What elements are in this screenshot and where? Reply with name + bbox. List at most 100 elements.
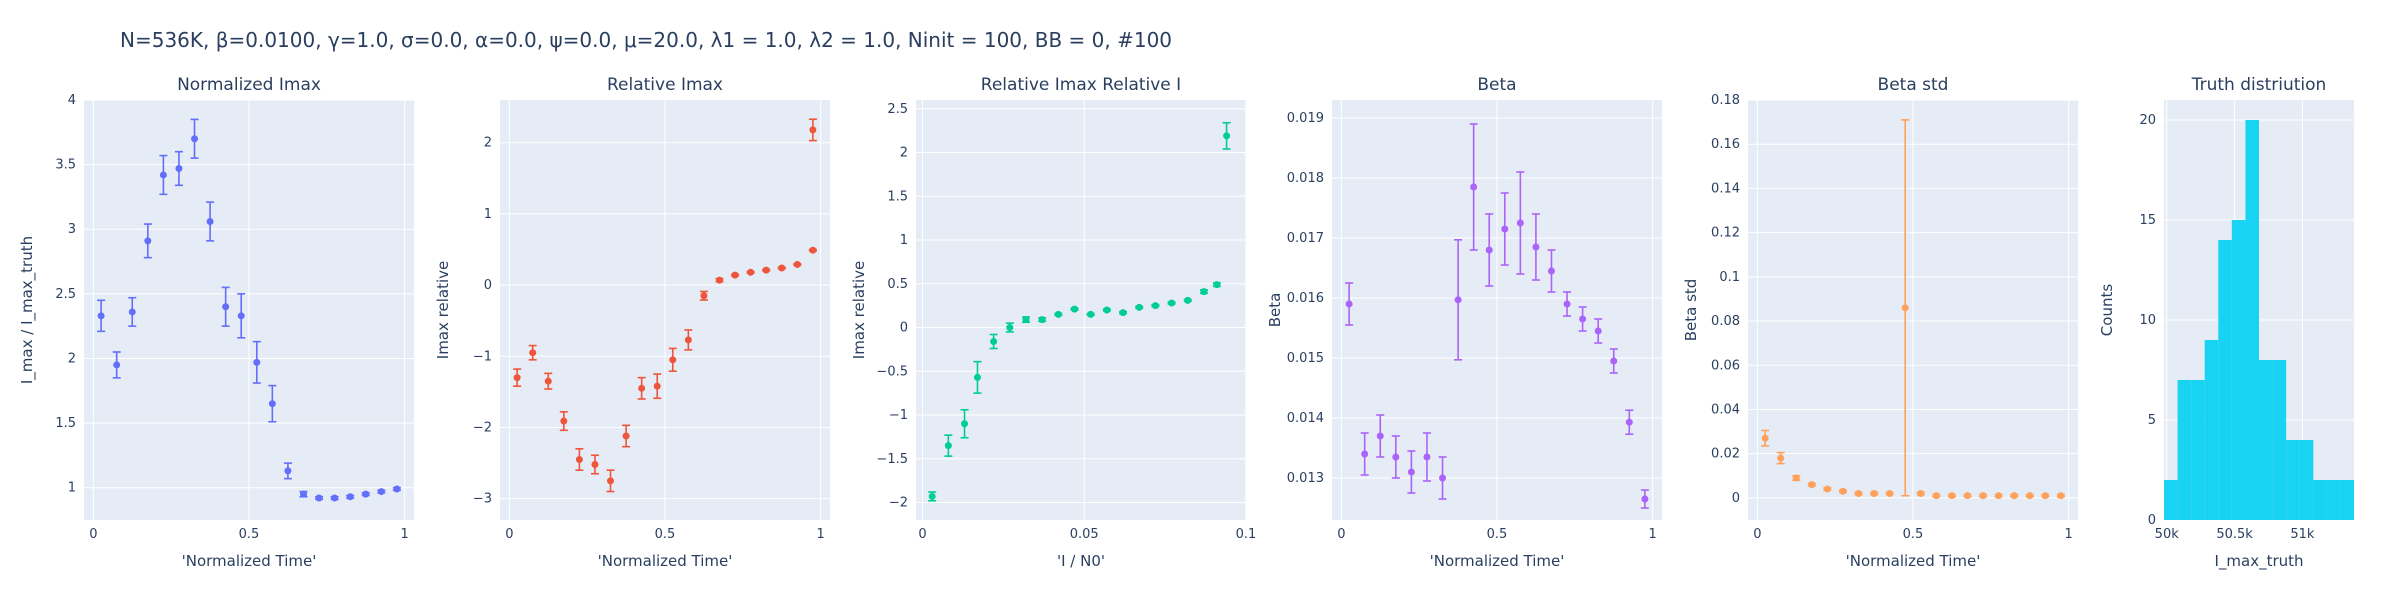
data-point <box>237 312 245 320</box>
x-tick-label: 50k <box>2155 527 2180 542</box>
panel-title: Beta std <box>1878 75 1949 95</box>
data-point <box>1151 302 1159 310</box>
chart-panel-2: −3 −2 −1 0 1 2 0 0.5 1 Relative Imax 'Normalized T… <box>434 75 830 570</box>
y-tick-label: 2 <box>484 136 492 151</box>
data-point <box>159 171 167 179</box>
y-tick-label: 5 <box>2148 413 2156 428</box>
histogram-bar <box>2286 440 2300 520</box>
data-point <box>990 338 998 345</box>
chart-panel-3: −2 −1.5 −1 −0.5 0 0.5 1 1.5 2 2.5 0 0.05 0.1 Relative… <box>850 75 1256 570</box>
data-point <box>793 260 801 268</box>
data-point <box>1470 183 1478 191</box>
y-tick-label: 1 <box>900 233 908 248</box>
data-point <box>1485 246 1493 254</box>
data-point <box>529 349 537 357</box>
data-point <box>268 400 276 408</box>
y-tick-label: 0.5 <box>887 277 908 292</box>
x-axis-title: 'Normalized Time' <box>598 552 733 570</box>
x-tick-label: 0 <box>918 527 926 542</box>
data-point <box>607 477 615 485</box>
data-point <box>1054 310 1062 318</box>
data-point <box>1792 474 1800 482</box>
data-point <box>700 292 708 300</box>
data-point <box>331 494 339 502</box>
figure-title: N=536K, β=0.0100, γ=1.0, σ=0.0, α=0.0, ψ… <box>120 28 1173 52</box>
plot-background <box>916 100 1246 520</box>
x-tick-label: 0 <box>1337 527 1345 542</box>
data-point <box>2010 492 2018 500</box>
y-tick-label: 0.18 <box>1711 93 1740 108</box>
data-point <box>1223 132 1231 140</box>
data-point <box>393 485 401 493</box>
data-point <box>1610 357 1618 365</box>
data-point <box>731 271 739 279</box>
histogram-bar <box>2326 480 2341 520</box>
data-point <box>1886 489 1894 497</box>
y-tick-label: 0.06 <box>1711 358 1740 373</box>
y-tick-label: 0.04 <box>1711 402 1740 417</box>
data-point <box>809 246 817 254</box>
data-point <box>1839 487 1847 495</box>
data-point <box>1038 316 1046 324</box>
y-tick-label: 4 <box>68 93 76 108</box>
y-tick-label: −1 <box>889 408 908 423</box>
x-tick-label: 1 <box>401 527 409 542</box>
data-point <box>747 268 755 276</box>
y-tick-label: 0.015 <box>1287 351 1324 366</box>
data-point <box>128 308 136 316</box>
data-point <box>1625 418 1633 426</box>
y-tick-label: 1 <box>68 481 76 496</box>
data-point <box>1454 296 1462 304</box>
data-point <box>1439 474 1447 482</box>
data-point <box>1547 267 1555 275</box>
histogram-bar <box>2231 220 2246 520</box>
panel-title: Relative Imax Relative I <box>981 75 1181 95</box>
x-tick-label: 1 <box>2065 527 2073 542</box>
y-tick-label: 0.14 <box>1711 181 1740 196</box>
histogram-bar <box>2164 480 2178 520</box>
data-point <box>144 237 152 245</box>
y-tick-label: 20 <box>2139 113 2156 128</box>
y-tick-label: −3 <box>473 492 492 507</box>
data-point <box>544 377 552 385</box>
x-axis-title: 'Normalized Time' <box>1430 552 1565 570</box>
data-point <box>1184 296 1192 304</box>
y-axis-title: I_max / I_max_truth <box>18 236 37 384</box>
data-point <box>1087 310 1095 318</box>
x-tick-label: 0.1 <box>1236 527 1257 542</box>
y-tick-label: 0.16 <box>1711 137 1740 152</box>
data-point <box>1213 281 1221 289</box>
y-tick-label: 0.12 <box>1711 226 1740 241</box>
data-point <box>206 217 214 225</box>
y-tick-label: 3.5 <box>55 158 76 173</box>
data-point <box>1808 481 1816 489</box>
data-point <box>1532 243 1540 251</box>
y-tick-label: 0 <box>2148 513 2156 528</box>
y-tick-label: 0.017 <box>1287 231 1324 246</box>
y-tick-label: 0 <box>484 278 492 293</box>
y-tick-label: 0.019 <box>1287 111 1324 126</box>
data-point <box>1200 288 1208 296</box>
histogram-bar <box>2191 380 2205 520</box>
data-point <box>299 490 307 498</box>
data-point <box>1135 303 1143 311</box>
data-point <box>1345 300 1353 308</box>
data-point <box>1516 219 1524 227</box>
x-tick-label: 1 <box>817 527 825 542</box>
y-axis-title: Beta std <box>1682 279 1700 342</box>
histogram-bar <box>2259 360 2273 520</box>
x-tick-label: 0.5 <box>239 527 260 542</box>
data-point <box>684 336 692 344</box>
data-point <box>591 460 599 468</box>
y-tick-label: 0.018 <box>1287 171 1324 186</box>
data-point <box>1777 454 1785 462</box>
histogram-bar <box>2177 380 2192 520</box>
y-tick-label: 0 <box>900 321 908 336</box>
data-point <box>1761 434 1769 442</box>
y-axis-title: Imax relative <box>850 261 868 359</box>
histogram-bar <box>2299 440 2314 520</box>
x-tick-label: 0.05 <box>1070 527 1099 542</box>
chart-panel-5: 0 0.02 0.04 0.06 0.08 0.1 0.12 0.14 0.16 0.18 0 0.5… <box>1682 75 2078 570</box>
data-point <box>346 493 354 501</box>
